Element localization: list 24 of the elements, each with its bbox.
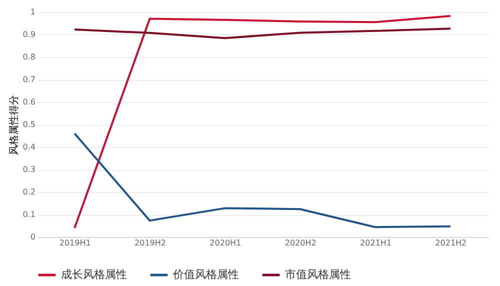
y-tick-label: 0.3 — [22, 165, 36, 174]
x-tick-label: 2019H2 — [134, 238, 166, 248]
y-tick-label: 0.4 — [22, 142, 36, 152]
x-tick-label: 2021H2 — [435, 238, 467, 248]
y-tick-label: 1 — [30, 8, 36, 16]
y-tick-label: 0.9 — [22, 30, 36, 39]
y-tick-label: 0.8 — [22, 52, 36, 62]
legend-label: 成长风格属性 — [61, 268, 127, 281]
x-tick-label: 2019H1 — [59, 238, 91, 248]
y-axis-title: 风格属性得分 — [8, 95, 20, 155]
y-tick-label: 0.2 — [22, 188, 36, 196]
y-tick-label: 0.1 — [22, 210, 36, 219]
y-tick-label: 0 — [30, 232, 36, 242]
x-tick-label: 2021H1 — [360, 238, 392, 248]
line-series — [74, 132, 452, 228]
legend-label: 价值风格属性 — [172, 268, 239, 281]
x-tick-label: 2020H1 — [210, 238, 242, 248]
line-series — [74, 28, 452, 40]
y-tick-label: 0.6 — [22, 98, 36, 106]
y-tick-label: 0.5 — [22, 120, 36, 129]
y-tick-label: 0.7 — [22, 75, 36, 84]
legend-label: 市值风格属性 — [285, 268, 351, 281]
x-tick-label: 2020H2 — [284, 238, 316, 248]
line-series — [74, 15, 452, 229]
